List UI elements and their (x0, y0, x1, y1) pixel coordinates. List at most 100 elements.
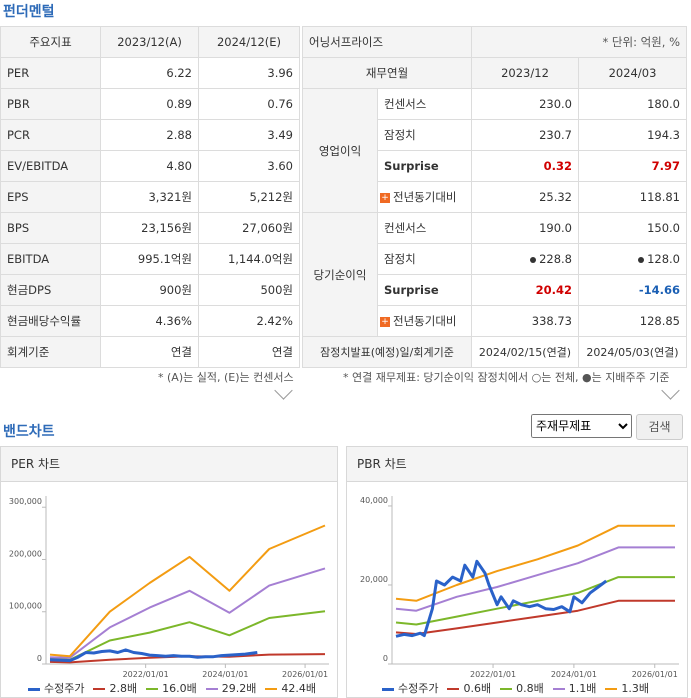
statement-type-select[interactable]: 주재무제표 (531, 414, 632, 438)
indicator-value: 3.96 (198, 57, 300, 89)
per-chart-panel: PER 차트 0 100,000 200,000 300,000 2022/01/01 2… (0, 446, 338, 698)
op-yoy-2024: 118.81 (578, 181, 687, 213)
indicator-label: 현금배당수익률 (0, 305, 101, 337)
op-yoy-2023: 25.32 (471, 181, 579, 213)
series-line-0 (49, 648, 258, 663)
op-yoy-cell[interactable]: + 전년동기대비 (377, 181, 472, 213)
legend-label: 42.4배 (281, 682, 316, 695)
indicator-value: 0.76 (198, 88, 300, 120)
table-row: PER 6.22 3.96 (0, 57, 300, 89)
indicator-value: 1,144.0억원 (198, 243, 300, 275)
indicator-value: 0.89 (100, 88, 199, 120)
col-header-2024: 2024/12(E) (198, 26, 300, 58)
legend-item[interactable]: 1.1배 (552, 682, 596, 695)
per-chart-legend: 수정주가 2.8배 16.0배 29.2배 42.4배 (28, 680, 325, 696)
legend-swatch (28, 687, 40, 691)
table-row: 회계기준 연결 연결 (0, 336, 300, 368)
legend-swatch (552, 688, 565, 690)
net-yoy-cell[interactable]: + 전년동기대비 (377, 305, 472, 337)
indicator-value: 2.42% (198, 305, 300, 337)
table-row: EBITDA 995.1억원 1,144.0억원 (0, 243, 300, 275)
expand-plus-icon[interactable]: + (380, 316, 390, 327)
fundamentals-table: 주요지표 2023/12(A) 2024/12(E) PER 6.22 3.96 PB… (0, 26, 300, 368)
indicator-value: 995.1억원 (100, 243, 199, 275)
legend-label: 1.3배 (621, 682, 649, 695)
net-yoy-2023: 338.73 (471, 305, 579, 337)
table-row: 현금DPS 900원 500원 (0, 274, 300, 306)
y-tick-label: 20,000 (360, 575, 388, 584)
announce-date-label: 잠정치발표(예정)일/회계기준 (302, 336, 472, 368)
indicator-label: BPS (0, 212, 101, 244)
earnings-title: 어닝서프라이즈 (302, 26, 472, 58)
legend-swatch (146, 688, 159, 690)
net-surprise-2024: -14.66 (578, 274, 687, 306)
op-consensus-label: 컨센서스 (377, 88, 472, 120)
legend-label: 0.8배 (516, 682, 544, 695)
legend-swatch (93, 688, 106, 690)
x-tick-label: 2026/01/01 (282, 670, 328, 679)
fundamentals-title: 펀더멘털 (3, 4, 55, 20)
indicator-label: EPS (0, 181, 101, 213)
fundamentals-note: * (A)는 실적, (E)는 컨센서스 (158, 371, 294, 384)
indicator-value: 3,321원 (100, 181, 199, 213)
net-surprise-label: Surprise (377, 274, 472, 306)
legend-item[interactable]: 16.0배 (146, 682, 197, 695)
indicator-label: EV/EBITDA (0, 150, 101, 182)
announce-date-2024: 2024/05/03(연결) (578, 336, 687, 368)
series-line-1 (395, 599, 675, 635)
legend-item[interactable]: 0.8배 (500, 682, 544, 695)
net-preliminary-2024: 128.0 (647, 252, 680, 266)
col-header-2023-12: 2023/12 (471, 57, 579, 89)
indicator-label: EBITDA (0, 243, 101, 275)
col-header-indicator: 주요지표 (0, 26, 101, 58)
indicator-value: 5,212원 (198, 181, 300, 213)
table-row: PCR 2.88 3.49 (0, 119, 300, 151)
col-header-period: 재무연월 (302, 57, 472, 89)
indicator-value: 6.22 (100, 57, 199, 89)
net-preliminary-2023-cell: 228.8 (471, 243, 579, 275)
legend-item[interactable]: 42.4배 (265, 682, 316, 695)
op-surprise-label: Surprise (377, 150, 472, 182)
indicator-value: 27,060원 (198, 212, 300, 244)
legend-item[interactable]: 수정주가 (28, 682, 84, 695)
earnings-unit: * 단위: 억원, % (471, 26, 687, 58)
y-tick-label: 100,000 (9, 602, 42, 611)
legend-item[interactable]: 수정주가 (382, 682, 438, 695)
legend-item[interactable]: 1.3배 (605, 682, 649, 695)
col-header-2023: 2023/12(A) (100, 26, 199, 58)
controlling-dot-icon (638, 256, 645, 263)
indicator-value: 4.36% (100, 305, 199, 337)
table-row: BPS 23,156원 27,060원 (0, 212, 300, 244)
net-yoy-2024: 128.85 (578, 305, 687, 337)
expand-plus-icon[interactable]: + (380, 192, 390, 203)
table-row: EV/EBITDA 4.80 3.60 (0, 150, 300, 182)
legend-label: 2.8배 (109, 682, 138, 695)
x-tick-label: 2024/01/01 (202, 670, 248, 679)
indicator-label: 현금DPS (0, 274, 101, 306)
table-row: PBR 0.89 0.76 (0, 88, 300, 120)
indicator-label: PBR (0, 88, 101, 120)
earnings-table: 어닝서프라이즈 * 단위: 억원, % 재무연월 2023/12 2024/03… (302, 26, 687, 368)
band-chart-title: 밴드차트 (3, 424, 55, 440)
legend-item[interactable]: 0.6배 (447, 682, 491, 695)
legend-item[interactable]: 29.2배 (205, 682, 256, 695)
per-chart-title: PER 차트 (1, 447, 337, 482)
indicator-value: 23,156원 (100, 212, 199, 244)
pbr-chart-panel: PBR 차트 0 20,000 40,000 2022/01/01 2024/01/01… (346, 446, 688, 698)
net-surprise-2023: 20.42 (471, 274, 579, 306)
legend-swatch (205, 688, 218, 690)
operating-profit-label: 영업이익 (302, 88, 378, 213)
legend-swatch (605, 688, 618, 690)
indicator-label: PCR (0, 119, 101, 151)
net-consensus-2023: 190.0 (471, 212, 579, 244)
indicator-value: 연결 (100, 336, 199, 368)
series-line-3 (395, 546, 675, 612)
net-income-label: 당기순이익 (302, 212, 378, 337)
announce-date-2023: 2024/02/15(연결) (471, 336, 579, 368)
table-row: EPS 3,321원 5,212원 (0, 181, 300, 213)
net-yoy-label: 전년동기대비 (393, 314, 457, 328)
legend-item[interactable]: 2.8배 (93, 682, 137, 695)
op-yoy-label: 전년동기대비 (393, 190, 457, 204)
search-button[interactable]: 검색 (636, 414, 683, 440)
indicator-value: 연결 (198, 336, 300, 368)
